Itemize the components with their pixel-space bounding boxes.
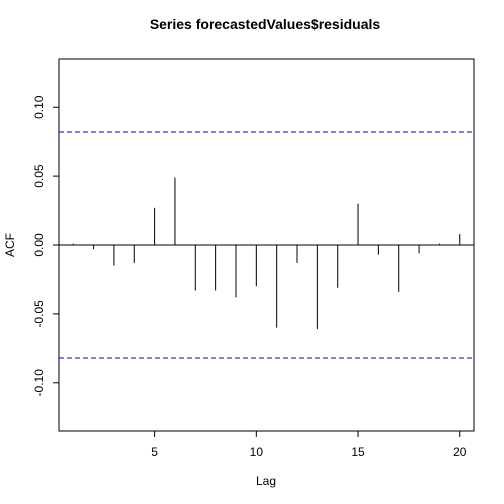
x-tick-label: 10 <box>250 445 264 459</box>
y-tick-label: 0.05 <box>32 164 46 188</box>
y-tick-label: -0.05 <box>32 300 46 328</box>
y-tick-label: 0.00 <box>32 233 46 257</box>
y-axis: -0.10 -0.05 0.00 0.05 0.10 <box>32 95 59 396</box>
confidence-bounds <box>59 131 474 359</box>
y-tick-label: -0.10 <box>32 369 46 397</box>
acf-bars <box>72 177 461 330</box>
y-axis-label: ACF <box>3 233 17 257</box>
x-axis-label: Lag <box>256 474 276 488</box>
x-tick-label: 15 <box>351 445 365 459</box>
x-tick-label: 20 <box>453 445 467 459</box>
y-tick-label: 0.10 <box>32 95 46 119</box>
x-axis: 5 10 15 20 <box>151 431 467 459</box>
chart-title: Series forecastedValues$residuals <box>150 16 381 32</box>
x-tick-label: 5 <box>151 445 158 459</box>
